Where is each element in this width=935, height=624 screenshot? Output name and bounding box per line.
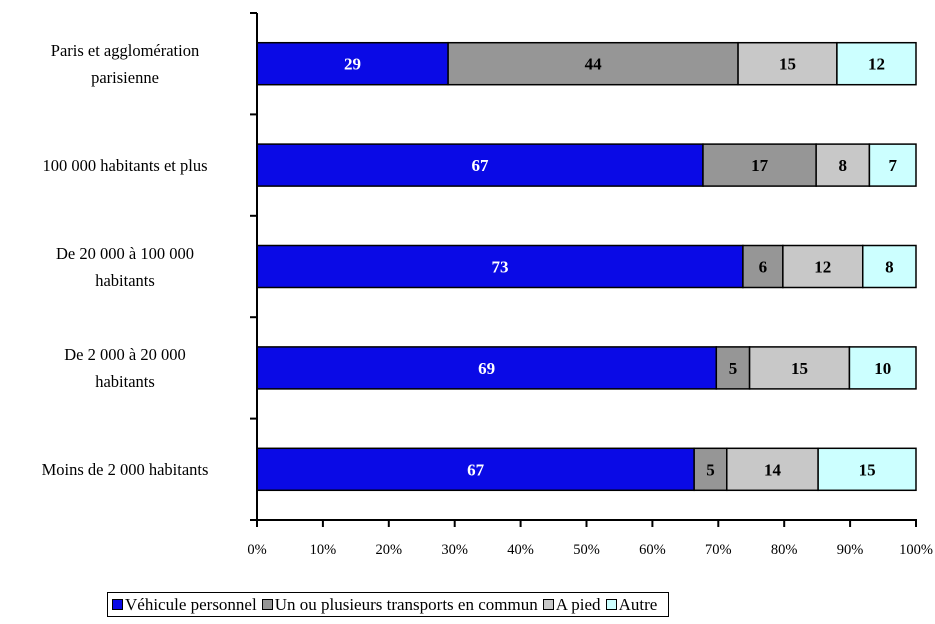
data-label: 6 <box>759 258 768 277</box>
legend-swatch <box>542 599 554 610</box>
x-axis-tick-label: 60% <box>639 542 666 558</box>
legend-label: A pied <box>555 594 601 614</box>
data-label: 14 <box>764 460 782 479</box>
x-axis-tick-label: 30% <box>441 542 468 558</box>
legend-swatch <box>112 599 123 610</box>
legend-label: Autre <box>618 594 658 614</box>
data-label: 29 <box>344 55 361 74</box>
data-label: 15 <box>859 460 876 479</box>
data-label: 12 <box>868 55 885 74</box>
bar-segment <box>256 41 449 86</box>
x-axis-tick-label: 50% <box>573 542 600 558</box>
legend-item: Autre <box>605 594 658 615</box>
category-label: De 20 000 à 100 000 habitants <box>56 243 194 290</box>
x-axis-tick-label: 40% <box>507 542 534 558</box>
bar-segment <box>256 143 704 187</box>
category-label: 100 000 habitants et plus <box>42 155 208 175</box>
x-axis-tick-label: 90% <box>836 542 864 558</box>
data-label: 15 <box>779 55 796 74</box>
data-label: 73 <box>491 258 508 277</box>
data-label: 5 <box>729 359 738 378</box>
bar-segment <box>726 447 819 492</box>
bar-segment <box>848 346 917 390</box>
legend: Véhicule personnel Un ou plusieurs transp… <box>107 592 670 617</box>
data-label: 67 <box>471 156 489 175</box>
x-axis-tick-label: 70% <box>705 542 732 558</box>
bar-segment <box>737 41 838 86</box>
x-axis-tick-label: 80% <box>770 542 798 558</box>
data-label: 15 <box>791 359 808 378</box>
legend-swatch <box>605 599 617 610</box>
legend-item: Véhicule personnel <box>112 595 257 615</box>
data-label: 8 <box>885 258 894 277</box>
legend-label: Un ou plusieurs transports en commun <box>274 594 538 614</box>
x-axis-tick-label: 100% <box>899 542 933 558</box>
legend-swatch <box>261 599 273 610</box>
bar-segment <box>742 244 784 289</box>
bar-segment <box>447 41 739 86</box>
category-label: De 2 000 à 20 000 habitants <box>64 344 186 391</box>
category-label: Paris et agglomération parisienne <box>50 40 200 87</box>
bar-segment <box>836 41 917 86</box>
data-label: 5 <box>706 460 715 479</box>
bar-segment <box>702 143 817 187</box>
x-axis-tick-label: 0% <box>247 542 267 558</box>
bar-segment <box>868 143 917 187</box>
data-label: 10 <box>874 359 891 378</box>
bar-segment <box>817 447 917 492</box>
x-axis-tick-label: 20% <box>375 542 403 558</box>
data-label: 44 <box>585 55 603 74</box>
bar-segment <box>861 244 917 289</box>
data-label: 69 <box>478 359 495 378</box>
legend-item: Un ou plusieurs transports en commun <box>261 594 538 615</box>
legend-item: A pied <box>542 594 601 615</box>
data-label: 67 <box>467 460 485 479</box>
category-label: Moins de 2 000 habitants <box>41 459 209 479</box>
data-label: 8 <box>839 156 848 175</box>
data-label: 12 <box>814 258 831 277</box>
bar-segment <box>815 143 871 187</box>
x-axis-tick-label: 10% <box>309 542 337 558</box>
bar-segment <box>715 346 751 390</box>
bar-segment <box>256 346 718 390</box>
legend-label: Véhicule personnel <box>125 594 257 614</box>
data-label: 7 <box>888 156 897 175</box>
data-label: 17 <box>751 156 769 175</box>
